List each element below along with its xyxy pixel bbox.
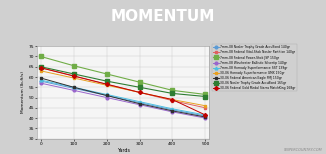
7mm-08 Hornady Superformance SST 139gr [105, 93, 109, 95]
7mm-08 Hornady Superformance SST 139gr [203, 114, 207, 116]
30-06 Hornady Superformance GMX 150gr [138, 91, 141, 93]
X-axis label: Yards: Yards [117, 148, 129, 153]
7mm-08 Federal Vital-Shok Nosler Partition 140gr [170, 100, 174, 101]
Line: 30-06 Nosler Trophy Grade AccuBond 165gr: 30-06 Nosler Trophy Grade AccuBond 165gr [39, 65, 207, 98]
30-06 Nosler Trophy Grade AccuBond 165gr [39, 66, 43, 68]
7mm-08 Federal Power-Shok JSP 150gr [138, 81, 141, 83]
7mm-08 Federal Power-Shok JSP 150gr [72, 65, 76, 67]
30-06 Nosler Trophy Grade AccuBond 165gr [105, 80, 109, 82]
Line: 7mm-08 Nosler Trophy Grade AccuBond 140gr: 7mm-08 Nosler Trophy Grade AccuBond 140g… [39, 80, 207, 117]
7mm-08 Nosler Trophy Grade AccuBond 140gr [203, 115, 207, 117]
Line: 30-06 Federal American Eagle FMJ 150gr: 30-06 Federal American Eagle FMJ 150gr [39, 77, 207, 118]
7mm-08 Nosler Trophy Grade AccuBond 140gr [72, 87, 76, 89]
7mm-08 Winchester Ballistic Silvertip 140gr [39, 82, 43, 84]
Line: 30-06 Federal Gold Medal Sierra MatchKing 168gr: 30-06 Federal Gold Medal Sierra MatchKin… [39, 66, 207, 116]
30-06 Hornady Superformance GMX 150gr [203, 105, 207, 107]
Line: 7mm-08 Winchester Ballistic Silvertip 140gr: 7mm-08 Winchester Ballistic Silvertip 14… [39, 82, 207, 120]
7mm-08 Winchester Ballistic Silvertip 140gr [105, 97, 109, 98]
Line: 30-06 Hornady Superformance GMX 150gr: 30-06 Hornady Superformance GMX 150gr [39, 69, 207, 107]
7mm-08 Winchester Ballistic Silvertip 140gr [170, 111, 174, 113]
7mm-08 Winchester Ballistic Silvertip 140gr [203, 117, 207, 119]
7mm-08 Federal Power-Shok JSP 150gr [105, 73, 109, 75]
30-06 Federal Gold Medal Sierra MatchKing 168gr [39, 67, 43, 69]
30-06 Nosler Trophy Grade AccuBond 165gr [72, 73, 76, 75]
30-06 Federal American Eagle FMJ 150gr [203, 116, 207, 118]
7mm-08 Nosler Trophy Grade AccuBond 140gr [138, 102, 141, 104]
30-06 Federal Gold Medal Sierra MatchKing 168gr [72, 75, 76, 77]
30-06 Federal Gold Medal Sierra MatchKing 168gr [203, 114, 207, 116]
7mm-08 Federal Power-Shok JSP 150gr [170, 89, 174, 91]
30-06 Federal American Eagle FMJ 150gr [138, 103, 141, 105]
7mm-08 Nosler Trophy Grade AccuBond 140gr [170, 109, 174, 111]
7mm-08 Federal Power-Shok JSP 150gr [203, 93, 207, 95]
30-06 Nosler Trophy Grade AccuBond 165gr [138, 86, 141, 88]
7mm-08 Hornady Superformance SST 139gr [170, 108, 174, 110]
7mm-08 Hornady Superformance SST 139gr [138, 101, 141, 103]
Legend: 7mm-08 Nosler Trophy Grade AccuBond 140gr, 7mm-08 Federal Vital-Shok Nosler Part: 7mm-08 Nosler Trophy Grade AccuBond 140g… [212, 44, 297, 91]
Text: MOMENTUM: MOMENTUM [111, 9, 215, 24]
7mm-08 Nosler Trophy Grade AccuBond 140gr [105, 95, 109, 96]
30-06 Federal Gold Medal Sierra MatchKing 168gr [138, 91, 141, 93]
30-06 Federal Gold Medal Sierra MatchKing 168gr [105, 83, 109, 85]
30-06 Hornady Superformance GMX 150gr [39, 70, 43, 72]
30-06 Nosler Trophy Grade AccuBond 165gr [203, 96, 207, 97]
30-06 Hornady Superformance GMX 150gr [170, 99, 174, 101]
7mm-08 Winchester Ballistic Silvertip 140gr [72, 89, 76, 91]
30-06 Hornady Superformance GMX 150gr [72, 77, 76, 79]
30-06 Federal American Eagle FMJ 150gr [170, 110, 174, 112]
Line: 7mm-08 Federal Power-Shok JSP 150gr: 7mm-08 Federal Power-Shok JSP 150gr [39, 55, 207, 96]
Line: 7mm-08 Hornady Superformance SST 139gr: 7mm-08 Hornady Superformance SST 139gr [39, 79, 207, 116]
7mm-08 Winchester Ballistic Silvertip 140gr [138, 104, 141, 106]
7mm-08 Federal Vital-Shok Nosler Partition 140gr [203, 107, 207, 109]
7mm-08 Hornady Superformance SST 139gr [72, 86, 76, 88]
7mm-08 Nosler Trophy Grade AccuBond 140gr [39, 80, 43, 82]
7mm-08 Federal Vital-Shok Nosler Partition 140gr [105, 83, 109, 85]
30-06 Federal Gold Medal Sierra MatchKing 168gr [170, 99, 174, 101]
30-06 Federal American Eagle FMJ 150gr [72, 86, 76, 88]
7mm-08 Federal Vital-Shok Nosler Partition 140gr [138, 91, 141, 93]
7mm-08 Hornady Superformance SST 139gr [39, 79, 43, 81]
30-06 Federal American Eagle FMJ 150gr [105, 95, 109, 96]
7mm-08 Federal Power-Shok JSP 150gr [39, 56, 43, 57]
30-06 Federal American Eagle FMJ 150gr [39, 77, 43, 79]
30-06 Hornady Superformance GMX 150gr [105, 84, 109, 86]
Text: SNIPERCOUNTRY.COM: SNIPERCOUNTRY.COM [284, 148, 323, 152]
30-06 Nosler Trophy Grade AccuBond 165gr [170, 93, 174, 94]
7mm-08 Federal Vital-Shok Nosler Partition 140gr [72, 75, 76, 77]
Line: 7mm-08 Federal Vital-Shok Nosler Partition 140gr: 7mm-08 Federal Vital-Shok Nosler Partiti… [39, 66, 207, 109]
7mm-08 Federal Vital-Shok Nosler Partition 140gr [39, 67, 43, 69]
Y-axis label: Momentum (lb-ft/s): Momentum (lb-ft/s) [22, 71, 25, 113]
